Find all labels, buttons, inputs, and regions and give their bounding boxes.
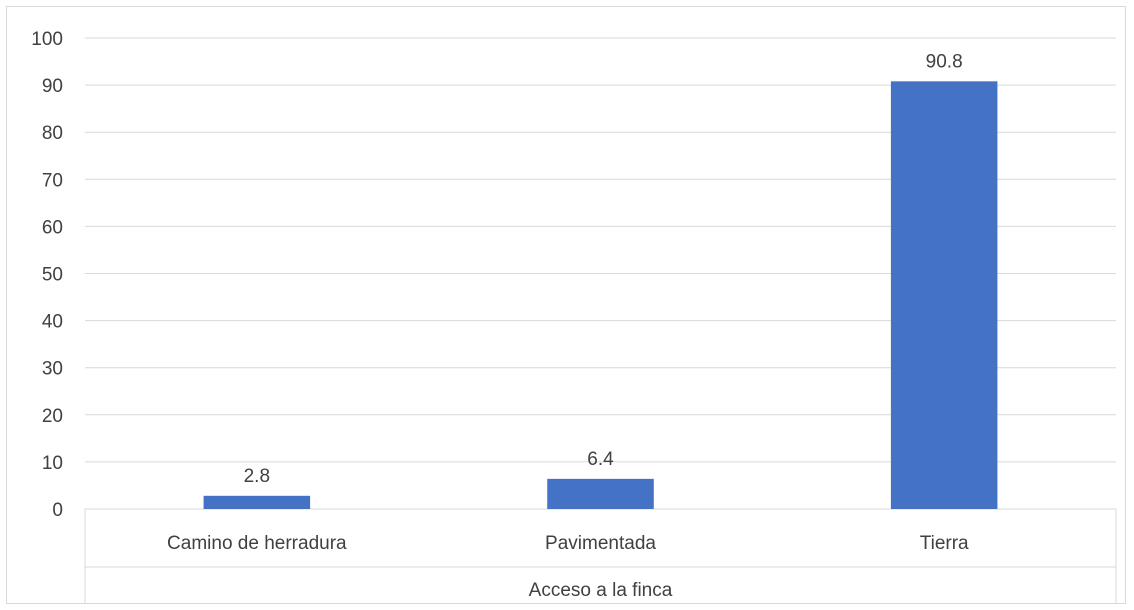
y-tick-label: 70 <box>42 170 63 191</box>
bar <box>547 478 654 509</box>
y-tick-label: 30 <box>42 359 63 380</box>
y-tick-label: 10 <box>42 453 63 474</box>
bar <box>890 81 998 509</box>
x-tick-label: Camino de herradura <box>167 533 347 554</box>
data-label: 2.8 <box>244 466 270 487</box>
y-tick-label: 0 <box>52 500 63 521</box>
y-tick-label: 40 <box>42 312 63 333</box>
data-label: 6.4 <box>587 449 614 470</box>
x-tick-label: Pavimentada <box>545 533 656 554</box>
x-axis-title: Acceso a la finca <box>529 580 673 601</box>
bar <box>203 495 311 509</box>
data-label: 90.8 <box>926 51 963 72</box>
y-tick-label: 80 <box>42 123 63 144</box>
x-tick-label: Tierra <box>920 533 969 554</box>
y-tick-label: 60 <box>42 217 63 238</box>
y-tick-label: 100 <box>31 29 63 50</box>
y-tick-label: 20 <box>42 406 63 427</box>
y-tick-label: 90 <box>42 76 63 97</box>
y-tick-label: 50 <box>42 265 63 286</box>
